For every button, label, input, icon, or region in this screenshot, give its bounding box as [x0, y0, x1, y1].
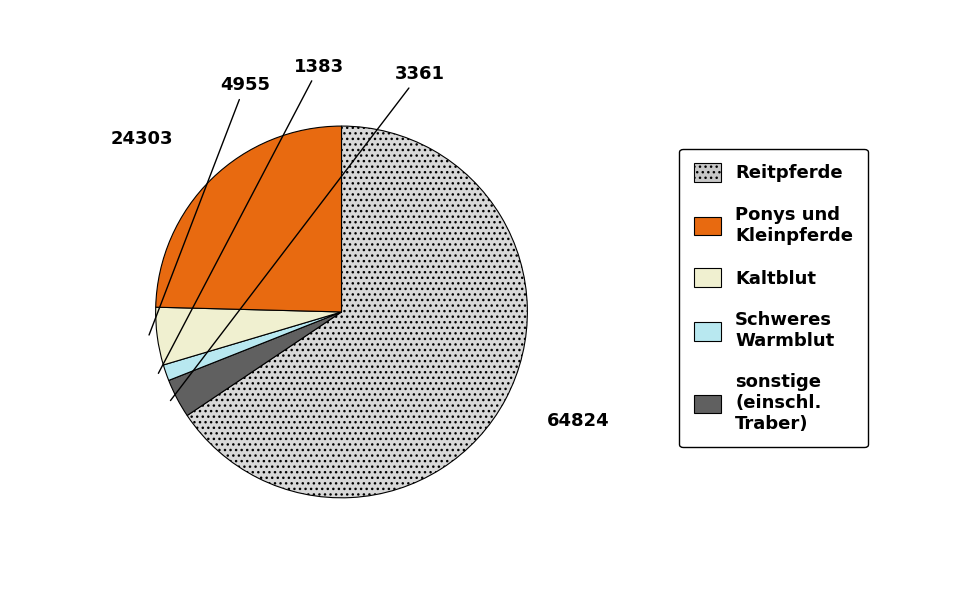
- Wedge shape: [187, 126, 527, 498]
- Legend: Reitpferde, Ponys und
Kleinpferde, Kaltblut, Schweres
Warmblut, sonstige
(einsch: Reitpferde, Ponys und Kleinpferde, Kaltb…: [678, 148, 867, 448]
- Wedge shape: [168, 312, 341, 415]
- Wedge shape: [163, 312, 341, 380]
- Wedge shape: [156, 307, 341, 365]
- Text: 4955: 4955: [149, 76, 270, 335]
- Wedge shape: [156, 126, 341, 312]
- Text: 1383: 1383: [159, 58, 344, 373]
- Text: 64824: 64824: [546, 412, 608, 430]
- Text: 3361: 3361: [170, 65, 444, 401]
- Text: 24303: 24303: [111, 130, 173, 148]
